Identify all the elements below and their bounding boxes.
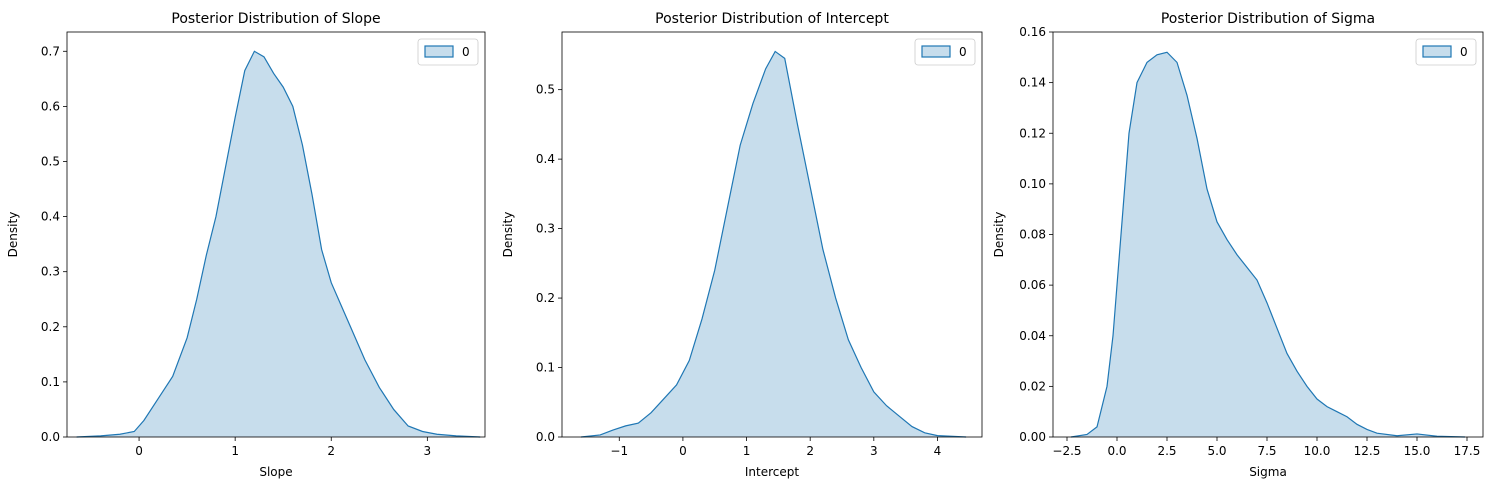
legend-swatch [921,45,951,58]
x-tick-label: −2.5 [1052,444,1081,458]
legend: 0 [1415,38,1477,66]
x-tick-label: 0 [135,444,143,458]
y-tick-label: 0.10 [1019,177,1046,191]
y-tick-label: 0.3 [536,222,555,236]
legend-label: 0 [1460,45,1468,59]
y-axis-label: Density [501,212,515,258]
chart-panel-2: −1 0 1 2 3 4 0.0 0.1 0.2 0.3 0.4 0.5 Posterior Distr… [501,11,983,479]
y-tick-label: 0.5 [536,83,555,97]
x-tick-label: 15.0 [1404,444,1431,458]
x-tick-label: 3 [424,444,432,458]
chart-title: Posterior Distribution of Intercept [655,11,889,27]
x-tick-label: −1 [610,444,628,458]
legend-swatch [1422,45,1452,58]
x-axis-label: Sigma [1249,465,1287,479]
density-line [1070,51,1466,438]
x-tick-label: 2.5 [1157,444,1176,458]
x-tick-label: 5.0 [1207,444,1226,458]
x-tick-label: 12.5 [1354,444,1381,458]
x-tick-label: 2 [806,444,814,458]
x-axis-label: Intercept [745,465,800,479]
axes-frame [561,31,983,438]
y-tick-label: 0.4 [41,210,60,224]
x-tick-label: 0 [679,444,687,458]
y-tick-label: 0.4 [536,152,555,166]
x-tick-label: 10.0 [1304,444,1331,458]
chart-panel-3: −2.5 0.0 2.5 5.0 7.5 10.0 12.5 15.0 17.5 0.00 0.02… [992,11,1484,479]
y-axis-label: Density [6,212,20,258]
y-axis-label: Density [992,212,1006,258]
y-tick-label: 0.6 [41,99,60,113]
density-line [581,50,967,438]
legend-label: 0 [959,45,967,59]
y-tick-label: 0.14 [1019,76,1046,90]
x-tick-label: 1 [231,444,239,458]
chart-panel-1: 0 1 2 3 0.0 0.1 0.2 0.3 0.4 0.5 0.6 0.7 Posterior Di… [6,11,486,479]
y-tick-label: 0.0 [41,430,60,444]
legend-swatch [424,45,454,58]
y-tick-label: 0.1 [41,375,60,389]
y-tick-label: 0.08 [1019,228,1046,242]
axes-frame [66,31,486,438]
legend-label: 0 [462,45,470,59]
y-tick-label: 0.16 [1019,25,1046,39]
y-tick-label: 0.06 [1019,278,1046,292]
y-tick-label: 0.12 [1019,126,1046,140]
y-tick-label: 0.2 [41,320,60,334]
x-tick-label: 17.5 [1454,444,1481,458]
legend: 0 [417,38,479,66]
chart-title: Posterior Distribution of Slope [171,11,380,27]
legend: 0 [914,38,976,66]
density-fill [76,51,481,437]
y-tick-label: 0.02 [1019,379,1046,393]
y-tick-label: 0.7 [41,44,60,58]
density-line [76,50,481,438]
chart-title: Posterior Distribution of Sigma [1161,11,1375,27]
y-tick-label: 0.2 [536,291,555,305]
x-tick-label: 1 [743,444,751,458]
x-axis-label: Slope [259,465,292,479]
y-tick-label: 0.3 [41,265,60,279]
x-tick-label: 3 [870,444,878,458]
y-tick-label: 0.04 [1019,329,1046,343]
density-fill [581,51,967,437]
y-tick-label: 0.5 [41,154,60,168]
x-tick-label: 2 [327,444,335,458]
density-fill [1071,52,1465,437]
x-tick-label: 0.0 [1107,444,1126,458]
x-tick-label: 7.5 [1257,444,1276,458]
y-tick-label: 0.00 [1019,430,1046,444]
y-tick-label: 0.1 [536,361,555,375]
x-tick-label: 4 [934,444,942,458]
y-tick-label: 0.0 [536,430,555,444]
